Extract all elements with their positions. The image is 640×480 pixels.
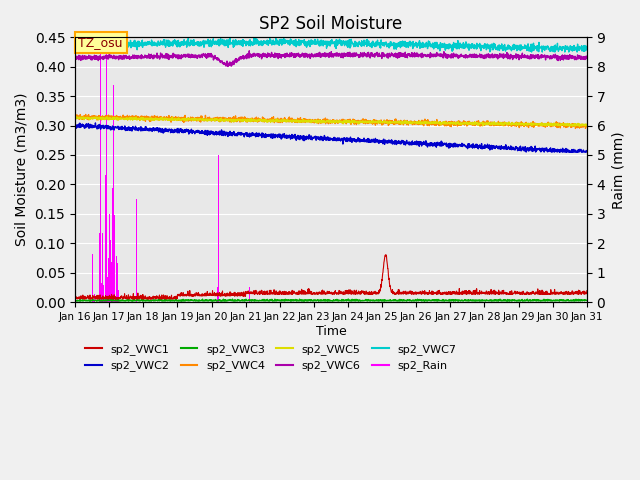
Title: SP2 Soil Moisture: SP2 Soil Moisture xyxy=(259,15,403,33)
Legend: sp2_VWC1, sp2_VWC2, sp2_VWC3, sp2_VWC4, sp2_VWC5, sp2_VWC6, sp2_VWC7, sp2_Rain: sp2_VWC1, sp2_VWC2, sp2_VWC3, sp2_VWC4, … xyxy=(81,340,461,376)
Text: TZ_osu: TZ_osu xyxy=(79,36,123,49)
Y-axis label: Soil Moisture (m3/m3): Soil Moisture (m3/m3) xyxy=(15,93,29,246)
X-axis label: Time: Time xyxy=(316,324,346,337)
Y-axis label: Raim (mm): Raim (mm) xyxy=(611,131,625,208)
